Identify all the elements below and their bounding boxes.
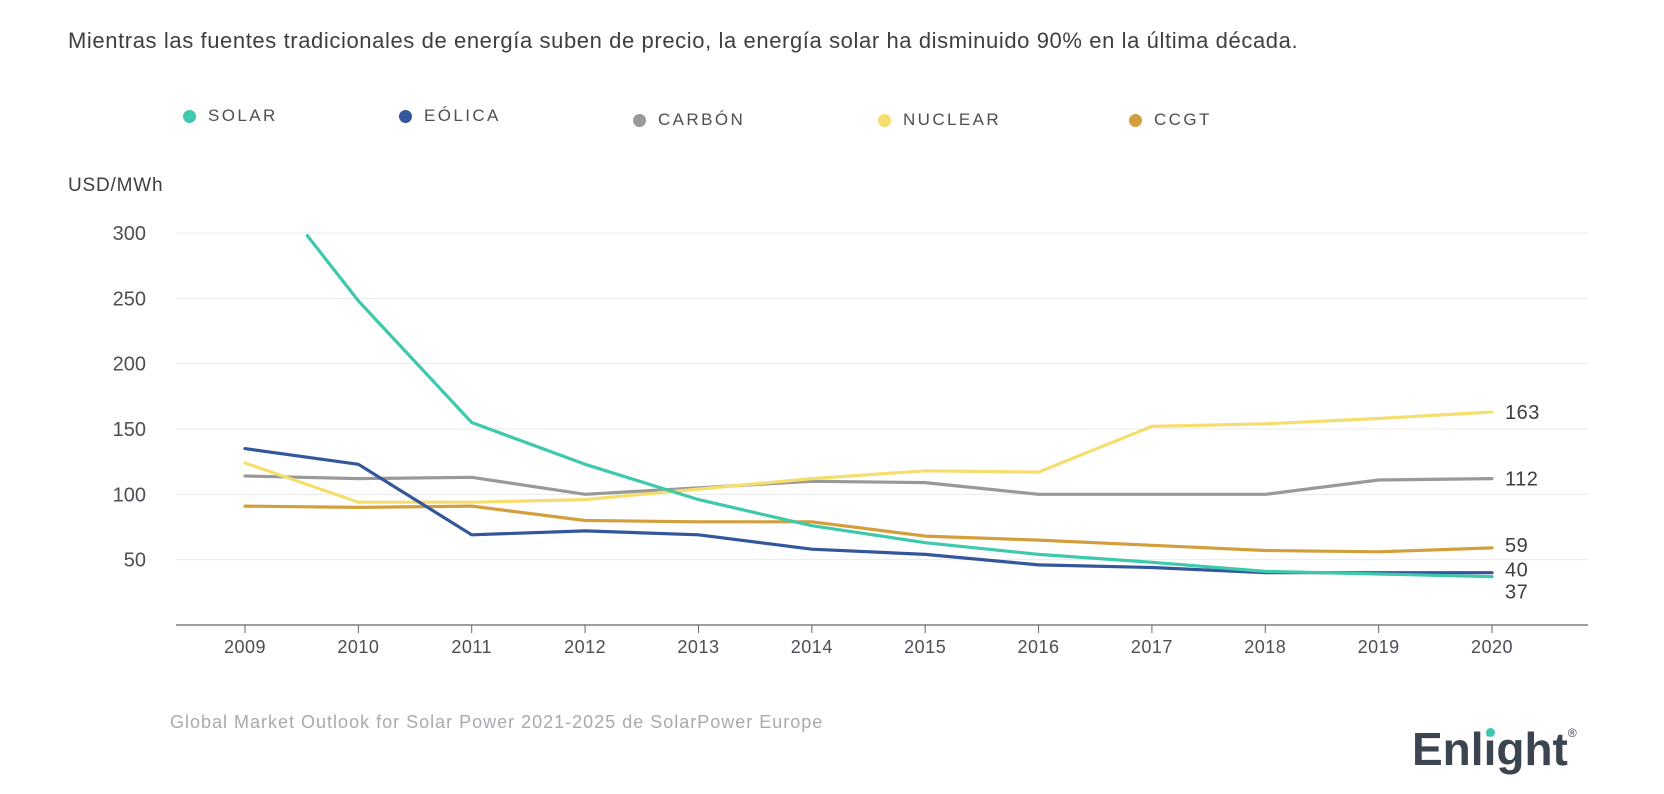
- x-tick-label-2019: 2019: [1358, 637, 1400, 657]
- legend-label-carbon: CARBÓN: [658, 110, 746, 129]
- y-tick-label-50: 50: [124, 550, 146, 572]
- legend-dot-nuclear-icon: [878, 113, 891, 127]
- y-axis-unit-label: USD/MWh: [68, 175, 164, 196]
- legend-item-ccgt: CCGT: [1129, 110, 1212, 130]
- x-tick-label-2011: 2011: [451, 637, 492, 657]
- series-line-nuclear: [243, 410, 1494, 504]
- end-label-eolica: 40: [1505, 560, 1528, 582]
- x-tick-label-2010: 2010: [337, 637, 379, 657]
- y-tick-label-250: 250: [113, 288, 146, 310]
- x-tick-label-2017: 2017: [1131, 637, 1173, 657]
- series-line-carbon: [243, 474, 1494, 496]
- x-tick-label-2014: 2014: [791, 637, 833, 657]
- legend-item-nuclear: NUCLEAR: [878, 110, 1001, 130]
- legend-dot-carbon-icon: [633, 113, 646, 127]
- legend-dot-ccgt-icon: [1129, 113, 1142, 127]
- legend-dot-eolica-icon: [399, 109, 412, 123]
- series-line-eolica: [243, 447, 1494, 575]
- x-tick-label-2013: 2013: [677, 637, 719, 657]
- legend-dot-solar-icon: [183, 109, 196, 123]
- x-tick-label-2018: 2018: [1244, 637, 1286, 657]
- end-label-solar: 37: [1505, 582, 1528, 604]
- y-tick-label-150: 150: [113, 419, 146, 441]
- legend-label-eolica: EÓLICA: [424, 106, 501, 125]
- y-tick-label-100: 100: [113, 484, 146, 506]
- legend-item-eolica: EÓLICA: [399, 106, 501, 126]
- end-label-carbon: 112: [1505, 469, 1538, 491]
- x-tick-label-2015: 2015: [904, 637, 946, 657]
- y-tick-label-300: 300: [113, 223, 146, 245]
- series-line-solar: [305, 234, 1494, 579]
- series-line-ccgt: [243, 504, 1494, 554]
- brand-logo: Enlight®: [1412, 723, 1577, 775]
- legend-label-solar: SOLAR: [208, 106, 278, 125]
- x-tick-label-2012: 2012: [564, 637, 606, 657]
- x-tick-label-2020: 2020: [1471, 637, 1513, 657]
- legend-label-nuclear: NUCLEAR: [903, 110, 1002, 129]
- x-tick-label-2016: 2016: [1018, 637, 1060, 657]
- legend-item-carbon: CARBÓN: [633, 110, 745, 130]
- chart-headline: Mientras las fuentes tradicionales de en…: [68, 28, 1299, 53]
- x-tick-label-2009: 2009: [224, 637, 266, 657]
- source-caption: Global Market Outlook for Solar Power 20…: [170, 712, 824, 732]
- legend-label-ccgt: CCGT: [1154, 110, 1212, 129]
- end-label-ccgt: 59: [1505, 535, 1528, 557]
- legend-item-solar: SOLAR: [183, 106, 278, 126]
- end-label-nuclear: 163: [1505, 402, 1540, 424]
- y-tick-label-200: 200: [113, 354, 146, 376]
